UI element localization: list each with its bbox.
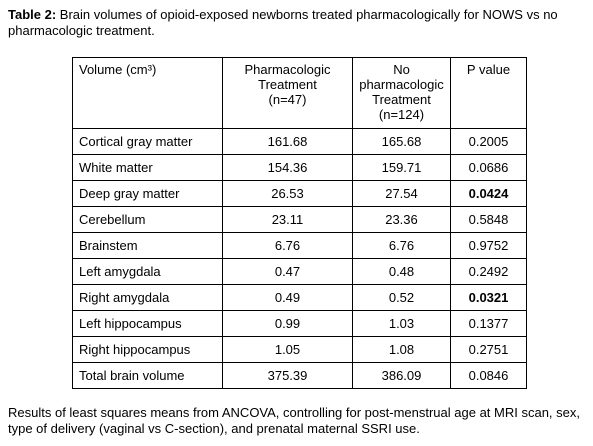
header-cell: No pharmacologic Treatment (n=124) (352, 57, 451, 129)
cell: 1.05 (222, 336, 353, 363)
table-row: Cortical gray matter 161.68 165.68 0.2005 (72, 128, 527, 155)
table-row: Cerebellum 23.11 23.36 0.5848 (72, 206, 527, 233)
table-body: Cortical gray matter 161.68 165.68 0.2005 Wh… (72, 128, 527, 389)
data-table: Volume (cm³) Pharmacologic Treatment (n=47)… (72, 57, 527, 389)
header-line: Treatment (258, 77, 317, 92)
caption-text: Brain volumes of opioid-exposed newborns… (8, 7, 558, 38)
table-caption: Table 2: Brain volumes of opioid-exposed… (8, 7, 583, 39)
header-line: Treatment (372, 92, 431, 107)
table-row: White matter 154.36 159.71 0.0686 (72, 154, 527, 181)
row-label: Right hippocampus (72, 336, 223, 363)
table-row: Right amygdala 0.49 0.52 0.0321 (72, 284, 527, 311)
table-row: Left hippocampus 0.99 1.03 0.1377 (72, 310, 527, 337)
cell: 0.52 (352, 284, 451, 311)
cell: 159.71 (352, 154, 451, 181)
cell: 0.2751 (450, 336, 527, 363)
cell: 0.5848 (450, 206, 527, 233)
table-row: Brainstem 6.76 6.76 0.9752 (72, 232, 527, 259)
header-line: No (393, 62, 410, 77)
cell: 386.09 (352, 362, 451, 389)
cell: 0.0424 (450, 180, 527, 207)
header-cell: P value (450, 57, 527, 129)
row-label: Right amygdala (72, 284, 223, 311)
table-row: Right hippocampus 1.05 1.08 0.2751 (72, 336, 527, 363)
cell: 1.03 (352, 310, 451, 337)
row-label: Cerebellum (72, 206, 223, 233)
footnote: Results of least squares means from ANCO… (8, 405, 580, 436)
table-row: Total brain volume 375.39 386.09 0.0846 (72, 362, 527, 389)
header-line: (n=47) (268, 92, 307, 107)
cell: 0.48 (352, 258, 451, 285)
header-line: Volume (cm³) (79, 62, 157, 77)
cell: 0.99 (222, 310, 353, 337)
cell: 165.68 (352, 128, 451, 155)
cell: 161.68 (222, 128, 353, 155)
cell: 0.0321 (450, 284, 527, 311)
cell: 154.36 (222, 154, 353, 181)
row-label: Left hippocampus (72, 310, 223, 337)
cell: 0.49 (222, 284, 353, 311)
header-cell: Pharmacologic Treatment (n=47) (222, 57, 353, 129)
cell: 6.76 (222, 232, 353, 259)
header-cell: Volume (cm³) (72, 57, 223, 129)
cell: 0.9752 (450, 232, 527, 259)
cell: 26.53 (222, 180, 353, 207)
cell: 23.36 (352, 206, 451, 233)
cell: 0.2492 (450, 258, 527, 285)
row-label: White matter (72, 154, 223, 181)
header-line: P value (466, 62, 511, 77)
cell: 0.1377 (450, 310, 527, 337)
cell: 0.0686 (450, 154, 527, 181)
caption-label: Table 2: (8, 7, 57, 22)
row-label: Brainstem (72, 232, 223, 259)
table-row: Left amygdala 0.47 0.48 0.2492 (72, 258, 527, 285)
cell: 0.2005 (450, 128, 527, 155)
cell: 0.47 (222, 258, 353, 285)
header-line: pharmacologic (359, 77, 444, 92)
header-line: Pharmacologic (244, 62, 331, 77)
row-label: Total brain volume (72, 362, 223, 389)
cell: 6.76 (352, 232, 451, 259)
table-row: Deep gray matter 26.53 27.54 0.0424 (72, 180, 527, 207)
header-line: (n=124) (378, 107, 425, 122)
row-label: Deep gray matter (72, 180, 223, 207)
row-label: Cortical gray matter (72, 128, 223, 155)
cell: 1.08 (352, 336, 451, 363)
header-row: Volume (cm³) Pharmacologic Treatment (n=47)… (72, 57, 527, 129)
cell: 23.11 (222, 206, 353, 233)
cell: 0.0846 (450, 362, 527, 389)
cell: 375.39 (222, 362, 353, 389)
cell: 27.54 (352, 180, 451, 207)
row-label: Left amygdala (72, 258, 223, 285)
